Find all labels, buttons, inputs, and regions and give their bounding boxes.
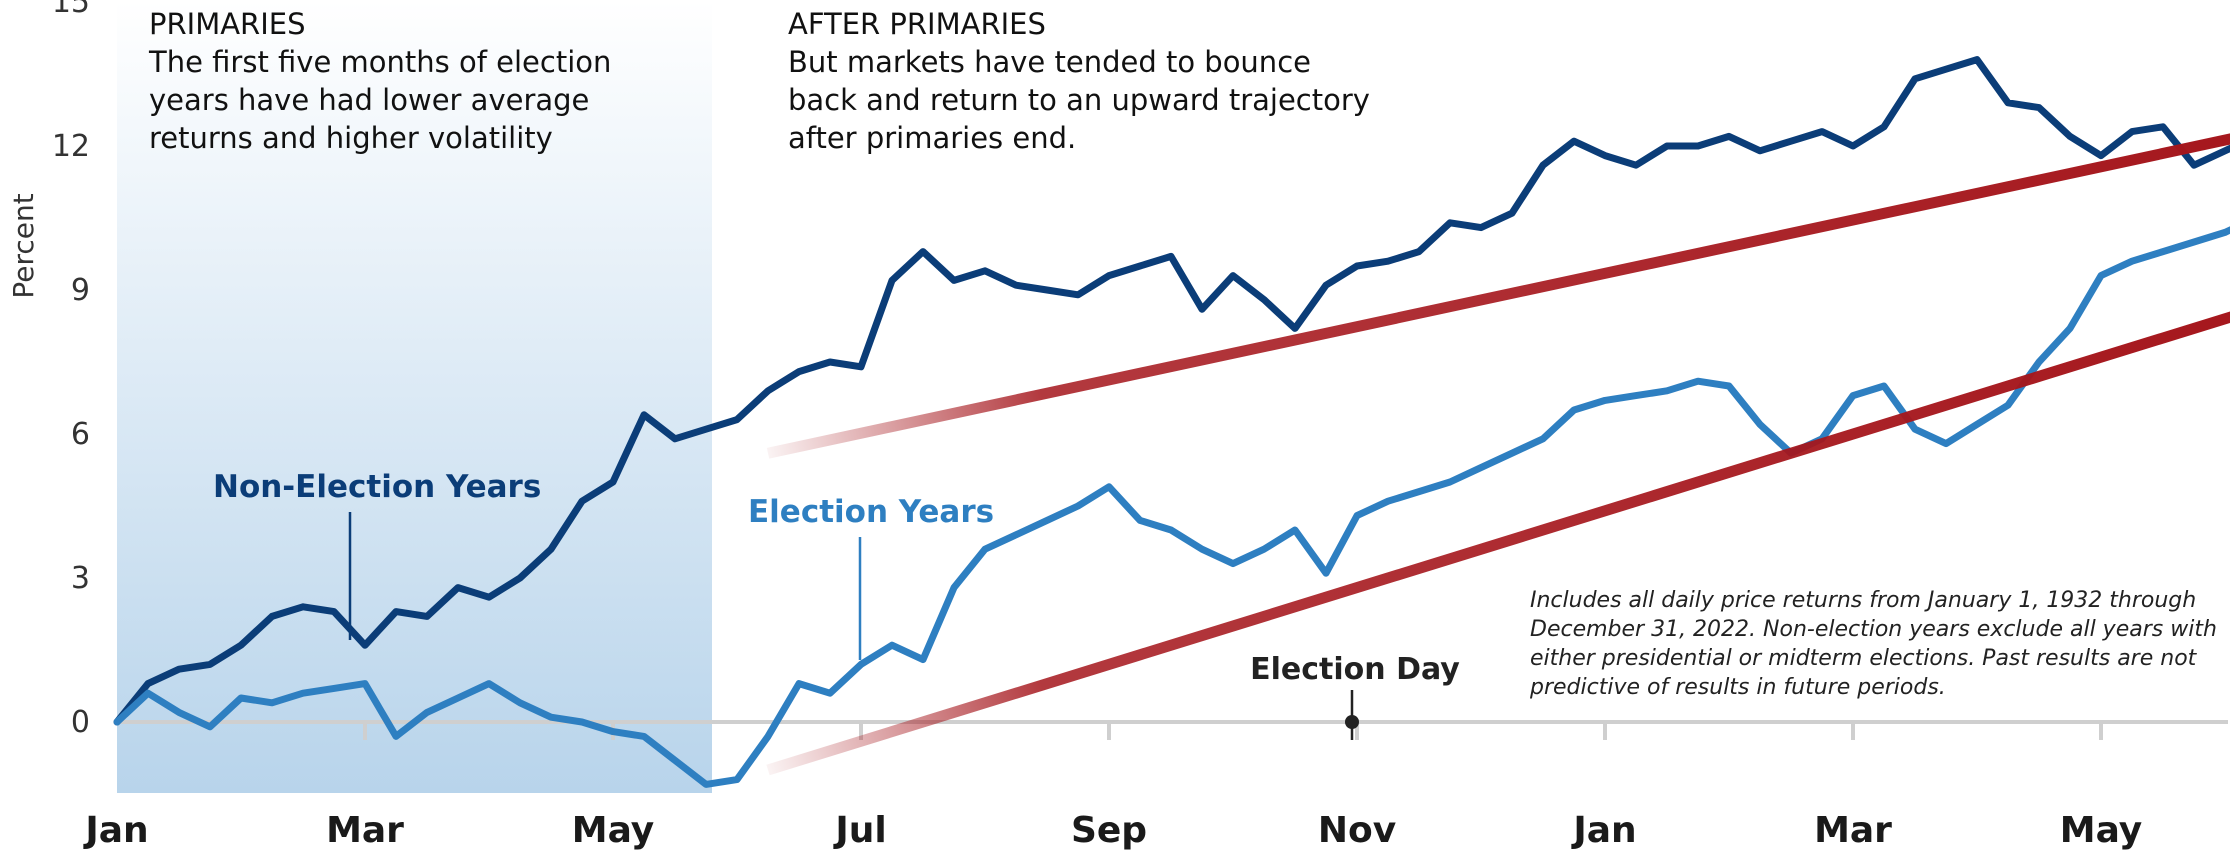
footnote-line-4: predictive of results in future periods.	[1529, 675, 1946, 700]
x-tick-label-4: Sep	[1071, 810, 1147, 851]
primaries-text-line-1: The first five months of election	[148, 45, 611, 79]
after-primaries-title: AFTER PRIMARIES	[788, 7, 1046, 41]
election-day-dot	[1345, 715, 1359, 729]
x-tick-label-7: Mar	[1814, 810, 1892, 851]
x-tick-label-0: Jan	[82, 810, 148, 851]
y-axis: 0 3 6 9 12 15	[52, 0, 2228, 740]
after-primaries-text-line-1: But markets have tended to bounce	[788, 45, 1311, 79]
primaries-text-line-3: returns and higher volatility	[149, 121, 553, 155]
x-tick-label-1: Mar	[326, 810, 404, 851]
election-day-marker: Election Day	[1250, 652, 1460, 740]
election-day-label: Election Day	[1250, 652, 1460, 687]
trend-arrow-shaft-1	[766, 311, 2230, 776]
y-tick-label-0: 0	[71, 705, 90, 740]
x-axis: Jan Mar May Jul Sep Nov Jan Mar May	[82, 722, 2142, 851]
y-tick-label-5: 15	[52, 0, 90, 20]
series-line-0	[113, 56, 2230, 726]
x-tick-label-8: May	[2060, 810, 2142, 851]
series-group	[113, 56, 2230, 788]
x-tick-label-2: May	[572, 810, 654, 851]
footnote-line-2: December 31, 2022. Non-election years ex…	[1530, 617, 2217, 642]
series-line-1	[113, 226, 2230, 788]
y-tick-label-4: 12	[52, 129, 90, 164]
y-axis-label: Percent	[7, 193, 40, 298]
footnote-line-1: Includes all daily price returns from Ja…	[1530, 588, 2196, 613]
election-years-label: Election Years	[748, 494, 994, 530]
election-label-group: Election Years	[748, 494, 994, 660]
non-election-label-group: Non-Election Years	[213, 469, 541, 640]
primaries-title: PRIMARIES	[149, 7, 305, 41]
primaries-text-line-2: years have had lower average	[149, 83, 589, 117]
primaries-shaded-region	[117, 0, 712, 793]
non-election-years-label: Non-Election Years	[213, 469, 541, 505]
footnote-line-3: either presidential or midterm elections…	[1530, 646, 2198, 671]
y-tick-label-3: 9	[71, 273, 90, 308]
y-tick-label-2: 6	[71, 417, 90, 452]
x-tick-label-5: Nov	[1318, 810, 1396, 851]
x-tick-label-3: Jul	[832, 810, 886, 851]
y-tick-label-1: 3	[71, 561, 90, 596]
after-primaries-text-line-2: back and return to an upward trajectory	[788, 83, 1370, 117]
trend-arrows	[766, 133, 2230, 776]
trend-arrow-shaft-0	[766, 133, 2230, 459]
x-tick-label-6: Jan	[1570, 810, 1636, 851]
after-primaries-text-line-3: after primaries end.	[788, 121, 1076, 155]
